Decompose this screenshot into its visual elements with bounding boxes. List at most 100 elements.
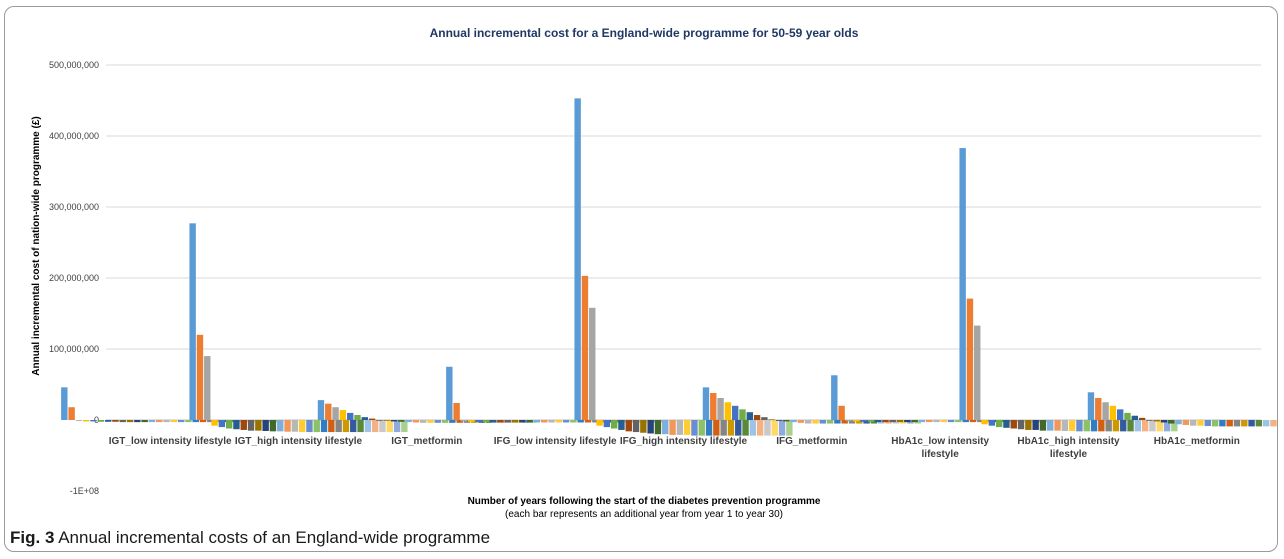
bar (974, 325, 981, 420)
bar (834, 420, 841, 424)
bar (926, 420, 933, 423)
bar (570, 420, 577, 423)
y-tick-label: 100,000,000 (49, 344, 99, 354)
category-label: IGT_high intensity lifestyle (235, 436, 363, 447)
bar (746, 412, 753, 420)
bar (262, 420, 269, 431)
bar (819, 420, 826, 424)
bar (354, 415, 361, 420)
bar (1112, 420, 1120, 432)
bar (756, 420, 764, 436)
bar (768, 419, 775, 421)
bar (742, 420, 749, 436)
bar (104, 420, 112, 422)
category-labels: IGT_low intensity lifestyle IGT_high inte… (109, 436, 1240, 460)
bar-group (702, 387, 921, 424)
bar (947, 420, 955, 423)
bar (346, 412, 354, 420)
bar (933, 420, 940, 423)
bar (676, 420, 684, 435)
bar (889, 420, 896, 423)
bar (357, 420, 364, 433)
bar (589, 307, 596, 420)
bar (170, 420, 178, 423)
bar (831, 375, 838, 420)
bar (207, 420, 214, 423)
bar (350, 420, 357, 433)
bar (1219, 420, 1226, 427)
y-tick-label: 400,000,000 (49, 131, 99, 141)
bar (83, 420, 90, 422)
bar (1182, 420, 1190, 425)
bar (710, 393, 717, 420)
bar (962, 420, 969, 423)
bar (596, 420, 603, 426)
bar (218, 420, 226, 428)
bar (211, 420, 218, 426)
bar (1127, 420, 1134, 432)
bar (134, 420, 141, 423)
bar (1087, 392, 1095, 420)
bar (412, 420, 420, 423)
bar (783, 420, 790, 422)
bar (361, 417, 368, 420)
bar (592, 420, 599, 423)
bar (904, 420, 911, 423)
category-label: IFG_low intensity lifestyle (494, 436, 617, 447)
bar (845, 420, 853, 422)
bar (225, 420, 233, 429)
bar (541, 420, 548, 423)
bar (581, 275, 589, 420)
chart-title: Annual incremental cost for a England-wi… (430, 26, 859, 40)
bar (1054, 420, 1061, 431)
bar (434, 420, 441, 423)
bar (771, 420, 778, 436)
bar (995, 420, 1003, 428)
bar (618, 420, 625, 430)
bar (446, 366, 453, 420)
bar (1204, 420, 1211, 427)
bar (720, 420, 727, 436)
bar (1131, 415, 1138, 420)
bar-group (831, 375, 1050, 423)
bar (966, 298, 974, 420)
bar (126, 420, 134, 423)
bar (705, 420, 713, 436)
bar (1109, 405, 1117, 420)
bar (368, 418, 376, 420)
bar (533, 420, 541, 423)
figure-caption-text: Annual incremental costs of an England-w… (58, 528, 491, 547)
bar (320, 420, 328, 433)
bar (1061, 420, 1069, 431)
bar (940, 420, 948, 423)
bar (390, 420, 398, 422)
bar (313, 420, 320, 433)
bar (702, 387, 710, 420)
bar (196, 334, 204, 420)
bar (856, 420, 863, 424)
bar (482, 420, 490, 423)
bar (775, 420, 783, 421)
bar (955, 420, 962, 423)
bar (625, 420, 632, 432)
bar (797, 420, 805, 423)
bar (298, 420, 306, 433)
y-tick-label: 200,000,000 (49, 273, 99, 283)
bar (1102, 402, 1109, 420)
bar (969, 420, 977, 423)
bar (504, 420, 511, 423)
bar (1168, 420, 1175, 424)
category-label: IFG_metformin (776, 436, 847, 447)
bar (68, 407, 75, 420)
category-label: lifestyle (922, 449, 960, 460)
figure-number: Fig. 3 (10, 528, 55, 547)
bar (749, 420, 757, 436)
bar (735, 420, 742, 436)
bar (727, 420, 735, 436)
bar (1171, 420, 1178, 432)
bar (1017, 420, 1025, 430)
bar (977, 420, 984, 423)
bar (584, 420, 592, 423)
bar (1039, 420, 1047, 431)
bar (284, 420, 291, 432)
